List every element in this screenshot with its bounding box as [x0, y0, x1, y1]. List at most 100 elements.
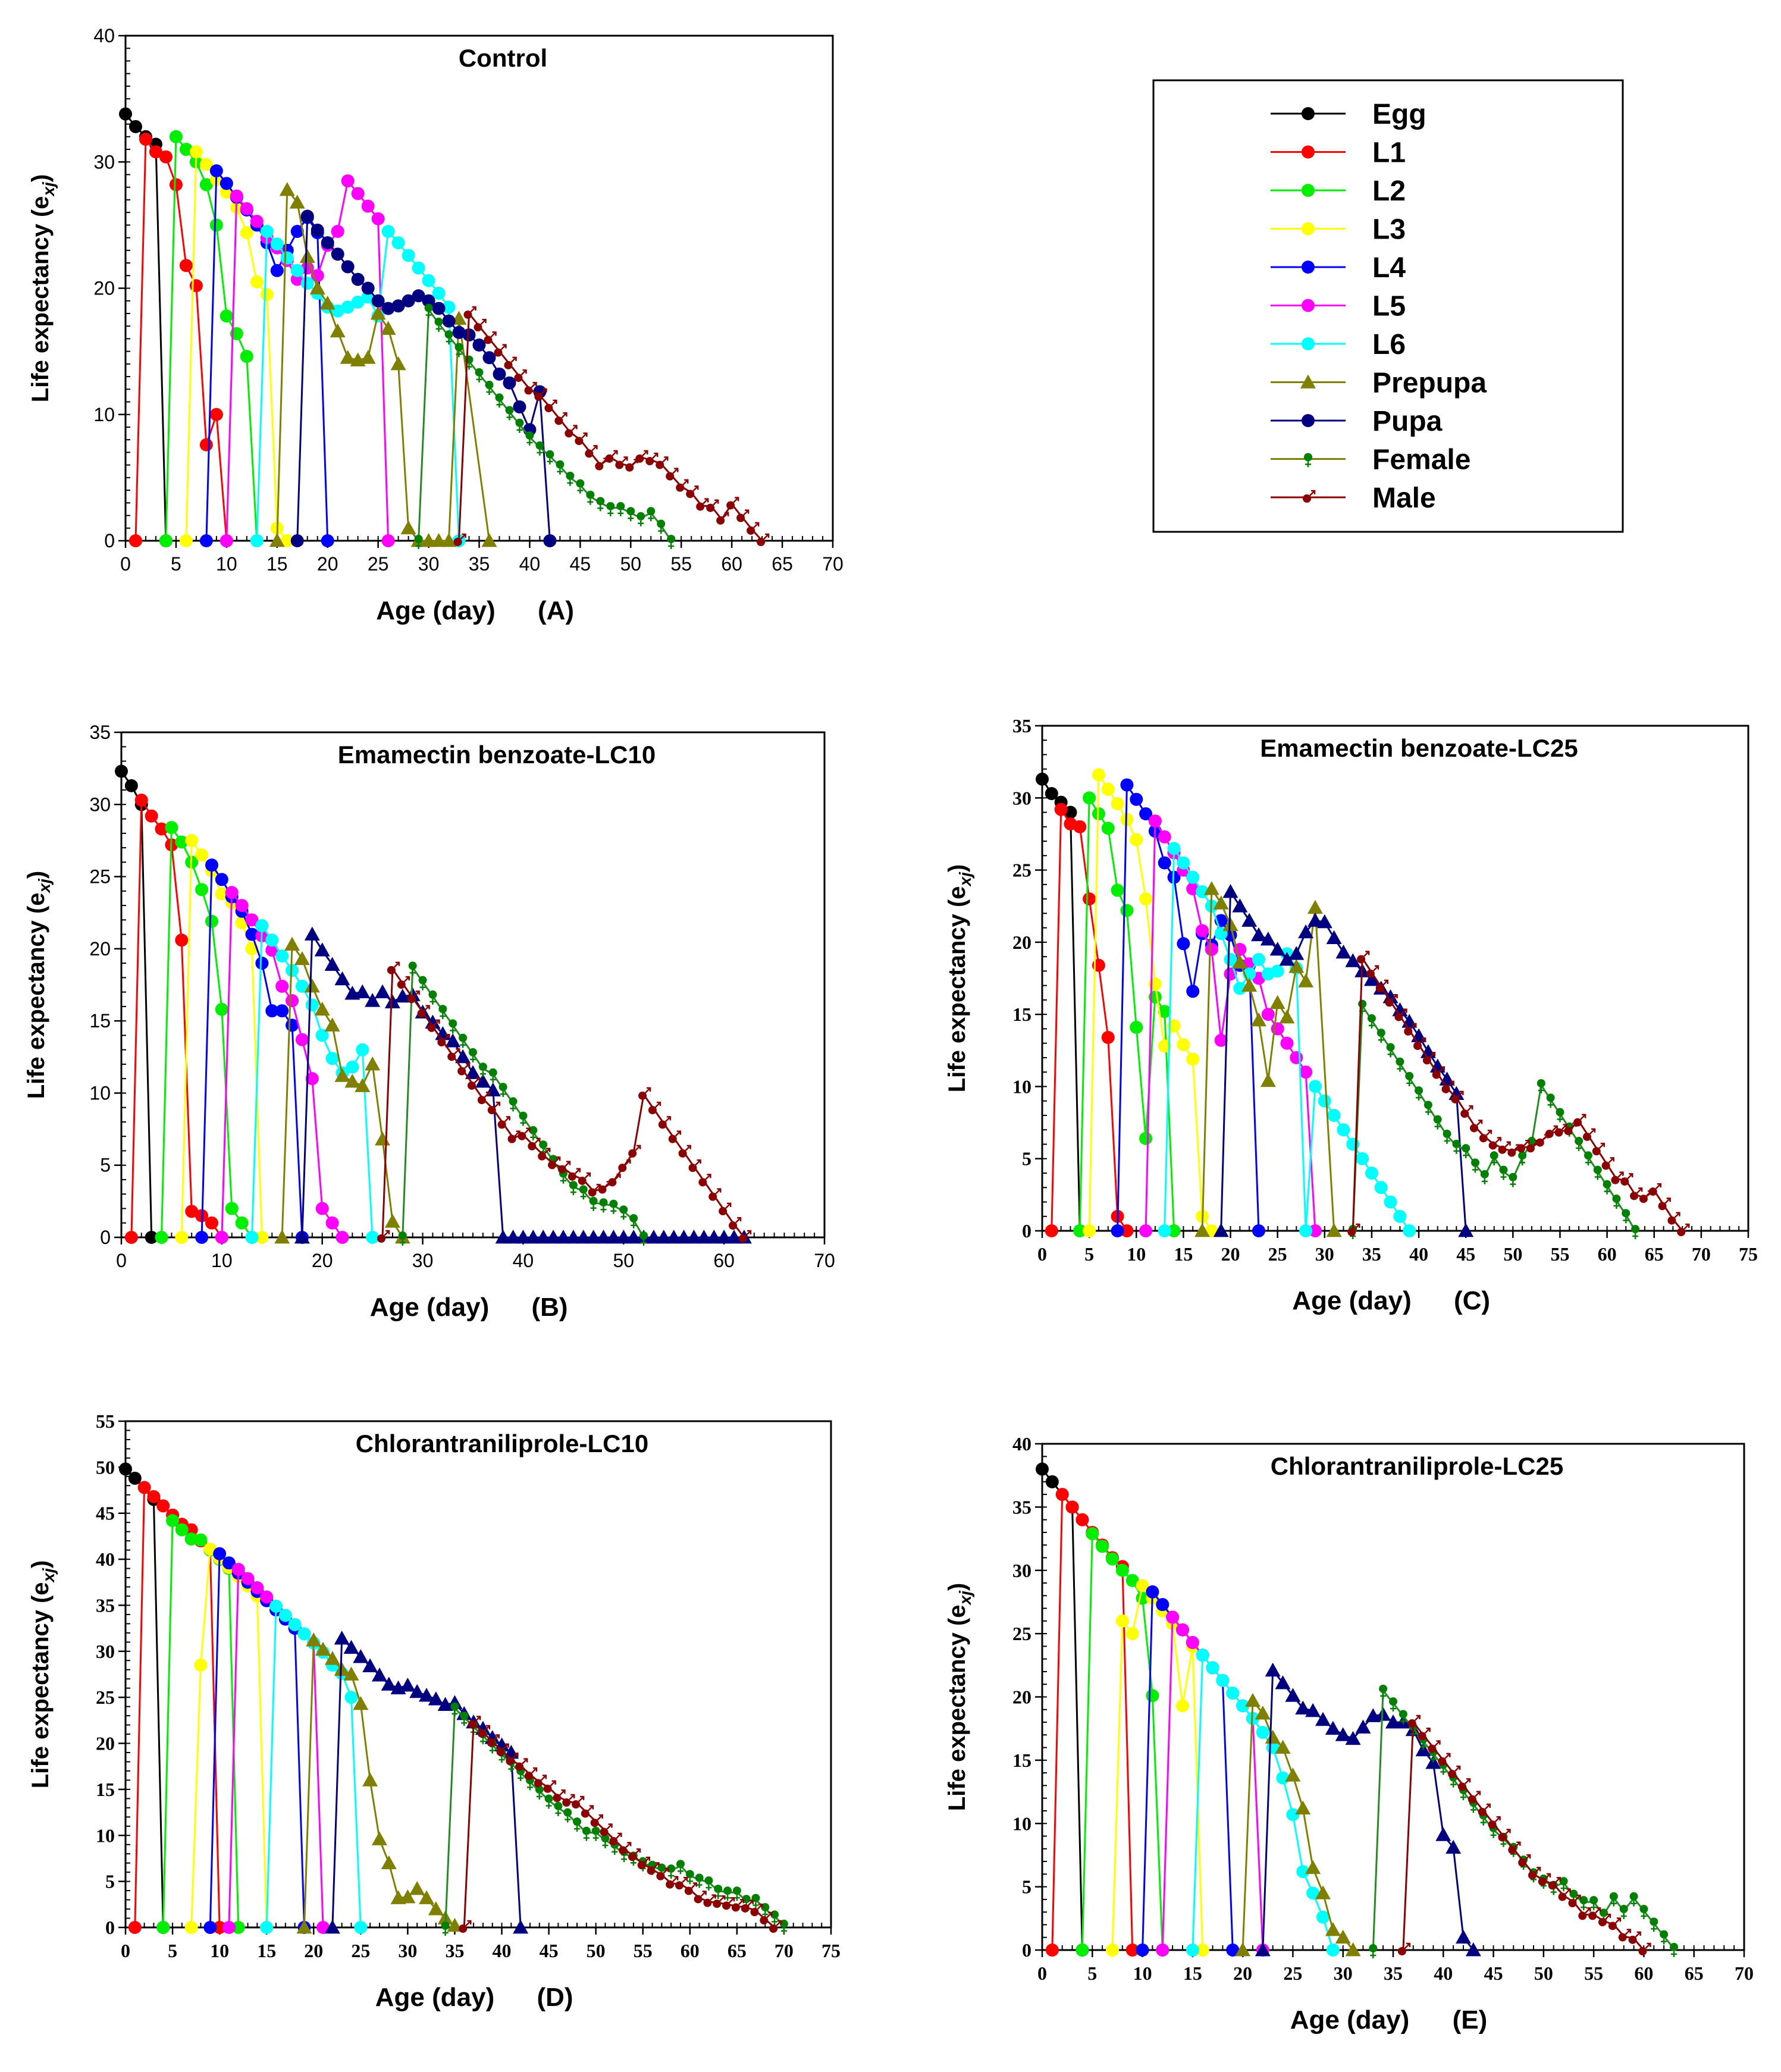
data-point — [300, 209, 314, 223]
data-point — [1396, 1057, 1404, 1072]
y-tick-label: 25 — [89, 866, 111, 888]
male-dot — [638, 1091, 647, 1100]
x-tick-label: 15 — [257, 1940, 276, 1961]
male-arrow — [635, 1848, 641, 1855]
data-point — [1156, 1944, 1169, 1957]
data-point — [487, 1101, 501, 1115]
data-point — [297, 1627, 311, 1641]
male-arrow — [612, 450, 618, 456]
male-dot — [487, 1738, 496, 1747]
data-point — [459, 1920, 472, 1933]
data-point — [460, 1711, 469, 1726]
male-dot — [757, 538, 766, 546]
male-dot — [605, 454, 614, 463]
female-dot — [525, 431, 534, 440]
data-point — [1468, 1791, 1481, 1804]
data-point — [128, 120, 142, 133]
female-cross — [1397, 1065, 1403, 1072]
female-cross — [545, 1803, 552, 1809]
female-dot — [478, 1062, 487, 1071]
data-point — [290, 224, 304, 238]
data-point — [1306, 1886, 1320, 1900]
female-cross — [1671, 1951, 1677, 1957]
data-point — [432, 302, 446, 315]
male-dot — [688, 1164, 697, 1173]
x-tick-label: 55 — [670, 553, 692, 575]
male-arrow — [753, 522, 760, 528]
female-dot — [566, 471, 575, 480]
male-dot — [588, 1188, 597, 1197]
data-point — [1389, 1697, 1397, 1712]
y-axis-label-close: ) — [27, 1560, 54, 1568]
data-point — [260, 1590, 274, 1604]
data-point — [534, 1775, 547, 1788]
data-point — [1588, 1907, 1601, 1920]
series-pupa — [1255, 1662, 1481, 1957]
male-arrow — [1575, 1894, 1581, 1901]
data-point — [139, 133, 152, 146]
data-point — [694, 1891, 707, 1904]
legend-item-male: Male — [1271, 482, 1436, 514]
data-point — [504, 356, 517, 369]
male-dot — [447, 1052, 456, 1061]
female-cross — [631, 1222, 637, 1228]
female-dot — [1423, 1101, 1432, 1109]
data-point — [304, 978, 320, 993]
data-point — [696, 1230, 712, 1244]
data-point — [274, 1230, 290, 1244]
data-point — [1465, 1942, 1481, 1957]
data-point — [335, 1231, 349, 1244]
female-dot — [1376, 1029, 1385, 1037]
data-point — [331, 304, 344, 318]
data-point — [1385, 994, 1398, 1007]
data-point — [472, 338, 486, 352]
data-point — [175, 835, 189, 849]
data-point — [1315, 1885, 1331, 1899]
male-arrow — [635, 1145, 641, 1151]
data-point — [575, 432, 588, 446]
data-point — [1176, 1623, 1189, 1637]
data-point — [1213, 895, 1229, 910]
female-dot — [1386, 1043, 1395, 1052]
data-point — [1255, 1942, 1271, 1957]
data-point — [377, 1230, 390, 1243]
male-arrow — [672, 1876, 679, 1882]
male-arrow — [465, 1920, 472, 1926]
data-point — [355, 984, 371, 999]
data-point — [1045, 787, 1058, 801]
male-dot — [719, 1206, 728, 1215]
female-cross — [1490, 1832, 1497, 1838]
data-point — [275, 1004, 289, 1018]
data-point — [465, 1065, 481, 1079]
male-arrow — [1589, 1128, 1596, 1134]
female-dot — [544, 1794, 553, 1803]
data-point — [1305, 1860, 1321, 1874]
data-point — [250, 1581, 264, 1595]
data-point — [534, 388, 547, 401]
data-point — [1252, 952, 1266, 966]
x-tick-label: 40 — [519, 553, 541, 575]
male-arrow — [723, 512, 729, 518]
legend-label: L3 — [1372, 214, 1406, 246]
data-point — [1456, 1929, 1471, 1944]
data-point — [1296, 1865, 1310, 1879]
series-male — [377, 961, 752, 1243]
plot-frame — [1041, 725, 1749, 1232]
data-point — [1205, 942, 1218, 956]
female-cross — [1550, 1889, 1557, 1895]
data-point — [1458, 1778, 1471, 1791]
female-cross — [1463, 1152, 1469, 1159]
data-point — [452, 325, 466, 339]
data-point — [1609, 1892, 1618, 1907]
data-point — [231, 1921, 245, 1934]
y-tick-label: 0 — [100, 1227, 111, 1248]
female-cross — [415, 543, 422, 549]
data-point — [1186, 1052, 1200, 1066]
data-point — [409, 1881, 425, 1895]
x-axis-label: Age (day) — [375, 1983, 494, 2012]
y-axis-label-close: ) — [944, 864, 970, 872]
data-point — [294, 1230, 310, 1244]
male-arrow — [1504, 1829, 1511, 1835]
female-cross — [1547, 1102, 1554, 1108]
male-dot — [562, 1798, 571, 1807]
